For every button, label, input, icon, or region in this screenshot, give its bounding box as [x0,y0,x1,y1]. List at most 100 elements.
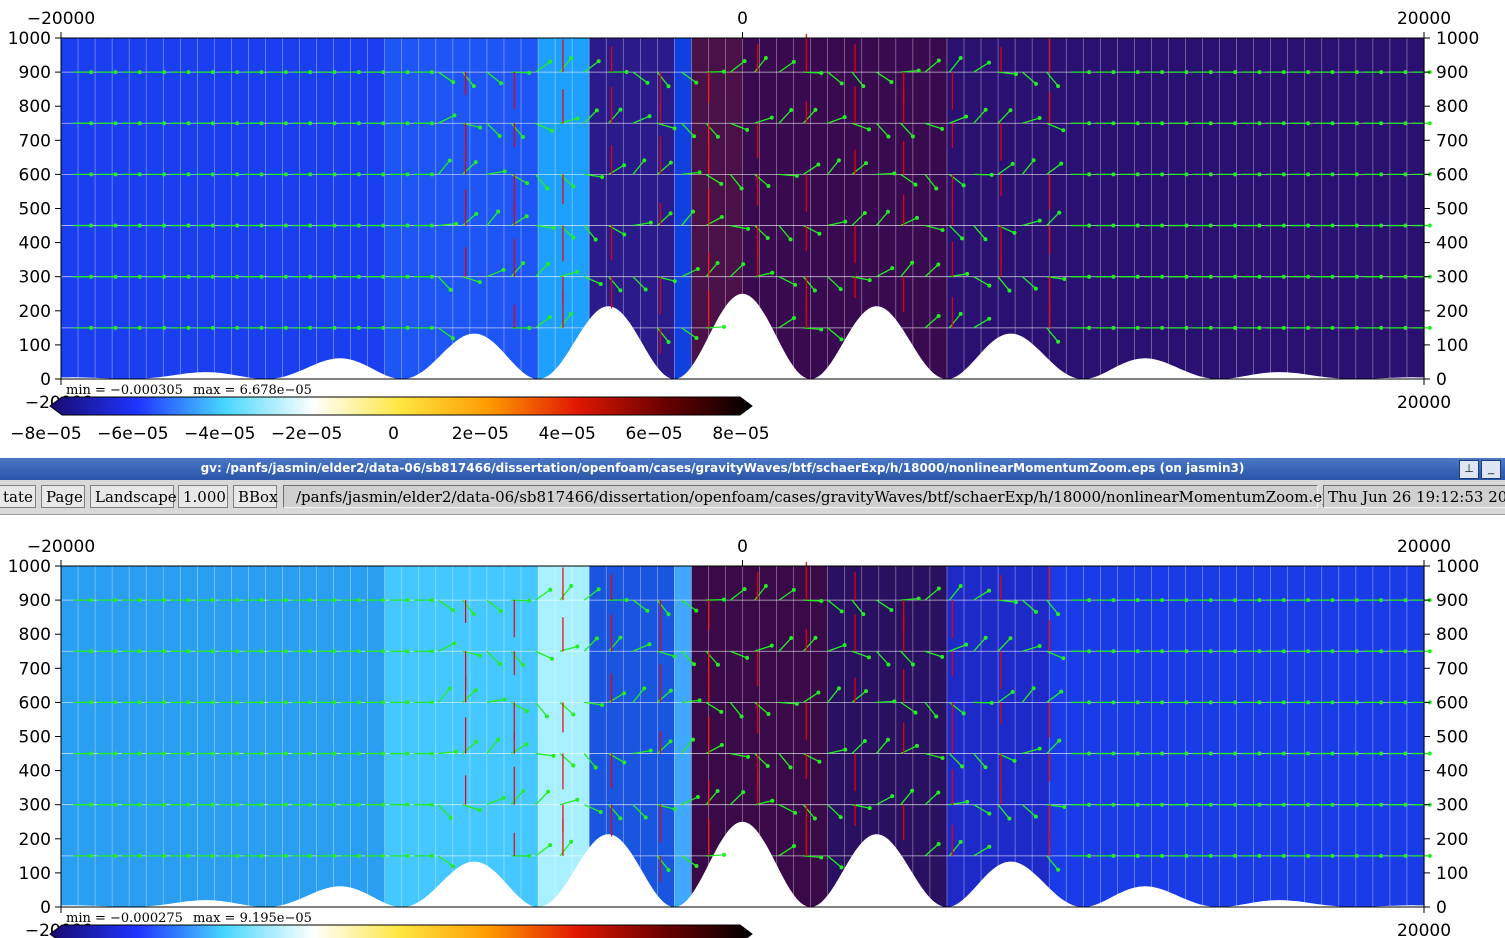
velocity-arrow [973,804,990,815]
velocity-arrowhead [405,700,410,705]
velocity-arrowhead [817,231,822,236]
velocity-arrowhead [235,853,240,858]
velocity-arrowhead [593,765,598,770]
velocity-arrow [827,221,846,227]
velocity-arrowhead [1033,81,1038,86]
window-title-bar[interactable]: gv: /panfs/jasmin/elder2/data-06/sb81746… [0,458,1505,480]
velocity-arrowhead [113,274,118,279]
velocity-arrowhead [1354,649,1359,654]
x-tick-label-bottom: 20000 [1397,393,1451,413]
velocity-arrow [608,276,621,291]
velocity-arrowhead [719,181,724,186]
velocity-arrow [559,271,578,278]
velocity-arrowhead [1208,598,1213,603]
velocity-arrowhead [746,754,751,759]
velocity-arrowhead [622,691,627,696]
velocity-arrowhead [794,173,799,178]
velocity-arrow [462,741,477,755]
y-tick-label-left: 900 [19,591,51,611]
velocity-arrowhead [886,662,891,667]
velocity-arrowhead [332,598,337,603]
velocity-arrowhead [1257,853,1262,858]
y-tick-label-right: 100 [1436,864,1468,884]
velocity-arrow [681,122,695,137]
velocity-arrow [997,599,1017,603]
bbox-button[interactable]: BBox [233,485,278,508]
velocity-arrowhead [1111,649,1116,654]
velocity-arrowhead [332,751,337,756]
velocity-arrowhead [137,751,142,756]
velocity-arrow [754,116,772,124]
velocity-arrowhead [1087,274,1092,279]
y-tick-label-right: 0 [1436,898,1447,918]
vector-field [61,562,1432,882]
velocity-arrowhead [113,325,118,330]
velocity-arrowhead [1031,686,1036,691]
velocity-arrowhead [813,107,818,112]
velocity-arrowhead [987,844,992,849]
velocity-arrowhead [186,700,191,705]
y-tick-label-right: 800 [1436,625,1468,645]
velocity-arrowhead [1087,121,1092,126]
velocity-arrow [1021,276,1037,290]
velocity-arrow [875,211,889,226]
velocity-arrowhead [866,127,871,132]
velocity-arrowhead [862,738,867,743]
velocity-arrow [973,318,990,329]
velocity-arrowhead [1184,853,1189,858]
velocity-arrowhead [283,223,288,228]
velocity-arrowhead [496,737,501,742]
velocity-arrowhead [89,121,94,126]
velocity-arrowhead [162,274,167,279]
velocity-arrowhead [381,853,386,858]
y-tick-label-left: 600 [19,165,51,185]
velocity-arrowhead [1354,223,1359,228]
velocity-arrow [681,796,699,806]
velocity-arrowhead [210,598,215,603]
velocity-arrow [681,327,697,339]
velocity-arrowhead [210,70,215,75]
min-value-label: min = −0.000305 [66,383,183,398]
y-tick-label-left: 0 [40,370,51,390]
velocity-arrowhead [356,649,361,654]
velocity-arrowhead [1306,802,1311,807]
velocity-arrowhead [524,181,529,186]
orientation-button[interactable]: Landscape [90,485,177,508]
velocity-arrow [632,804,647,818]
velocity-arrow [535,316,551,329]
velocity-arrowhead [451,608,456,613]
velocity-arrowhead [1061,128,1066,133]
velocity-arrowhead [259,802,264,807]
velocity-arrowhead [429,274,434,279]
velocity-arrowhead [694,80,699,85]
velocity-arrow [754,701,769,715]
velocity-arrowhead [527,598,532,603]
window-title: gv: /panfs/jasmin/elder2/data-06/sb81746… [200,461,1245,475]
y-tick-label-left: 1000 [8,557,51,577]
velocity-arrowhead [569,839,574,844]
state-button[interactable]: tate [0,485,36,508]
velocity-arrowhead [549,656,554,661]
velocity-arrow [656,599,670,615]
velocity-arrowhead [450,864,455,869]
velocity-arrowhead [1330,70,1335,75]
file-path-field[interactable]: /panfs/jasmin/elder2/data-06/sb817466/di… [283,485,1339,508]
velocity-arrow [535,173,548,189]
pin-icon[interactable]: ⊥ [1459,460,1479,479]
page-button[interactable]: Page [41,485,85,508]
velocity-arrowhead [381,274,386,279]
velocity-arrow [681,599,697,612]
velocity-arrow [875,650,889,666]
velocity-arrowhead [769,115,774,120]
scale-button[interactable]: 1.000 [178,485,228,508]
velocity-arrowhead [819,855,824,860]
velocity-arrowhead [719,709,724,714]
velocity-arrowhead [162,172,167,177]
velocity-arrow [510,790,524,806]
y-tick-label-left: 800 [19,625,51,645]
velocity-arrowhead [1184,751,1189,756]
velocity-arrowhead [1257,274,1262,279]
velocity-arrow [924,224,943,231]
velocity-arrowhead [643,815,648,820]
minimize-icon[interactable]: _ [1481,460,1501,479]
